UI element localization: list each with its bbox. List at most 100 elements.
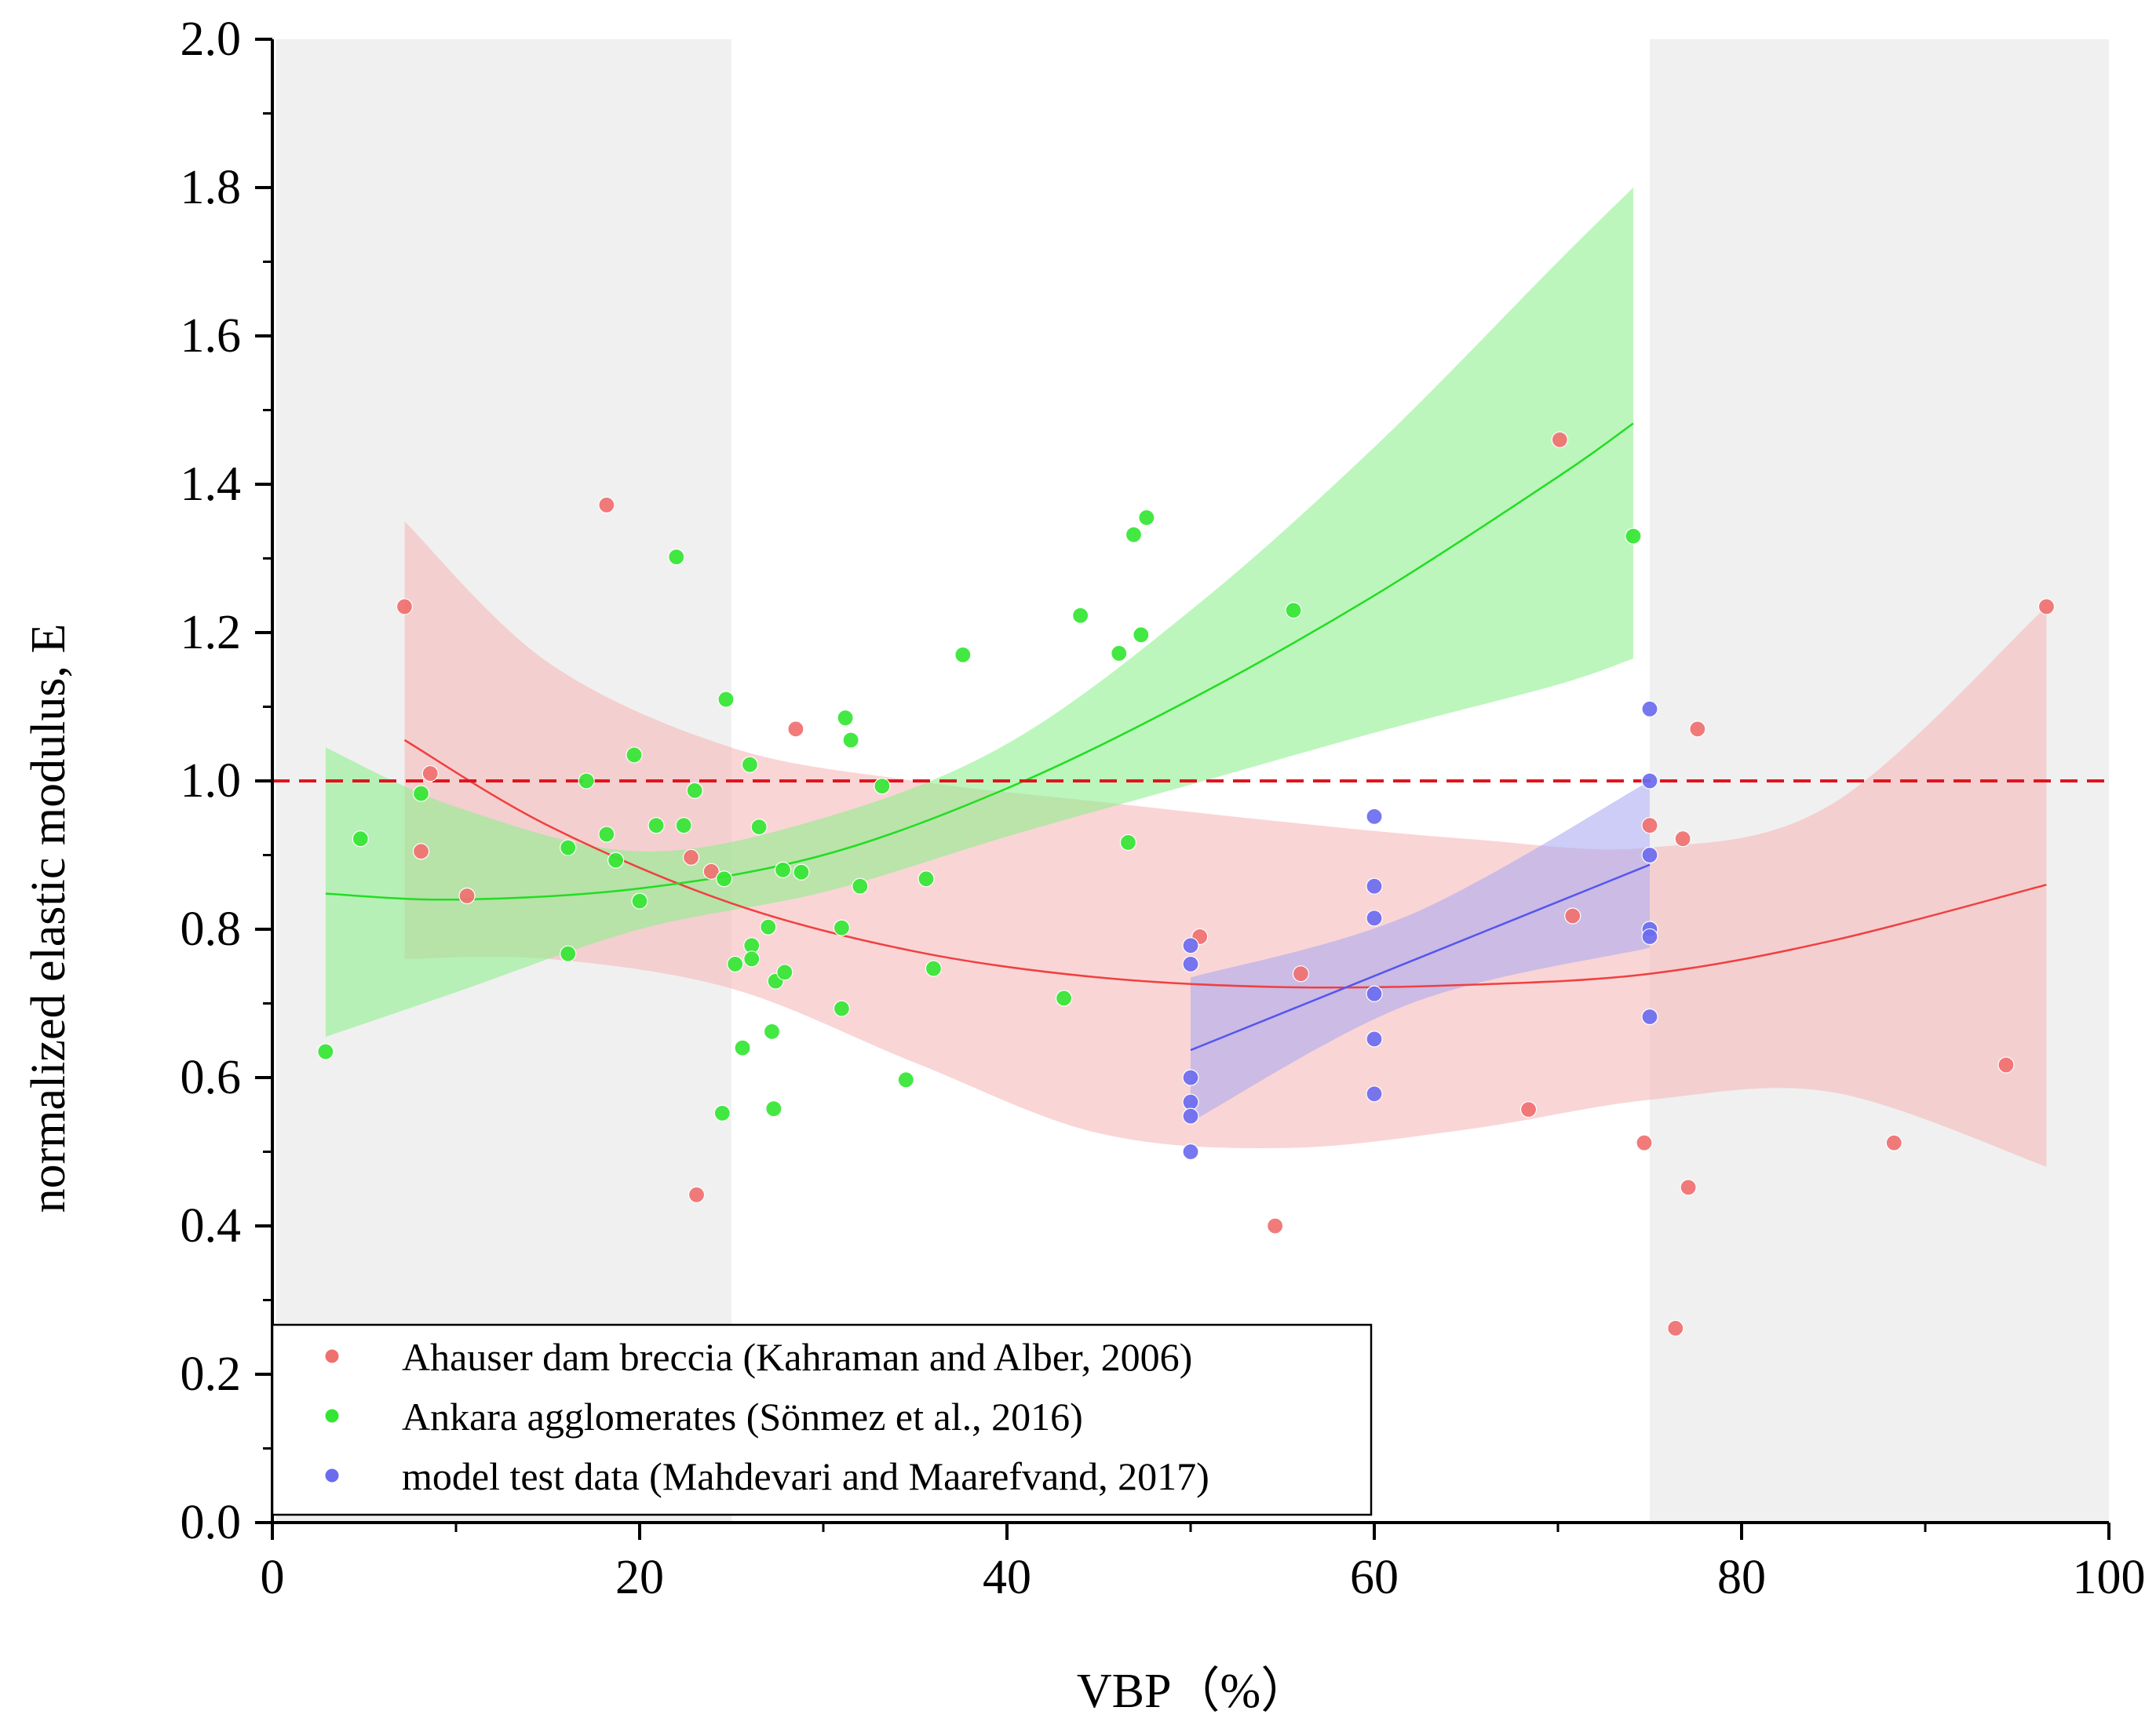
fit-line-1: [403, 739, 2047, 989]
x-axis-title: VBP（%）: [1077, 1665, 1309, 1718]
x-tick-label: 100: [2073, 1551, 2146, 1604]
data-point-s2-6: [578, 772, 595, 790]
y-tick-label: 1.0: [181, 754, 242, 808]
data-point-s2-23: [750, 818, 768, 836]
data-point-s1-11: [1267, 1217, 1284, 1235]
data-point-s2-47: [1138, 509, 1155, 527]
legend: Ahauser dam breccia (Kahraman and Alber,…: [271, 1323, 1373, 1516]
data-point-s1-1: [396, 598, 414, 615]
data-point-s1-16: [1636, 1134, 1653, 1151]
y-tick-label: 0.2: [181, 1348, 242, 1401]
x-tick-label: 0: [261, 1551, 285, 1604]
data-point-s3-3: [1182, 1069, 1199, 1086]
data-point-s1-22: [1885, 1134, 1902, 1151]
data-point-s2-1: [317, 1043, 334, 1060]
data-point-s2-18: [727, 955, 744, 973]
y-tick-label: 0.6: [181, 1051, 242, 1104]
confidence-band-2: [325, 188, 1633, 1037]
data-point-s2-35: [852, 877, 869, 895]
confidence-band-3: [1191, 781, 1650, 1122]
data-point-s2-36: [874, 778, 891, 795]
legend-marker-1: [324, 1348, 340, 1364]
y-tick-label: 0.0: [181, 1496, 242, 1549]
data-point-s1-18: [1667, 1319, 1684, 1337]
y-tick-label: 1.6: [181, 309, 242, 363]
data-point-s2-48: [1285, 602, 1302, 619]
axes: 0.0 0.2 0.4 0.6 0.8 1.0 1.2 1.4 1.6 1.8 2.0 0 20 40 60…: [181, 13, 2146, 1604]
x-tick-label: 80: [1717, 1551, 1766, 1604]
data-point-s1-5: [598, 496, 615, 514]
data-point-s1-9: [787, 720, 804, 738]
confidence-bands: [325, 188, 2047, 1167]
y-tick-label: 1.8: [181, 161, 242, 214]
legend-label-1: Ahauser dam breccia (Kahraman and Alber,…: [402, 1335, 1192, 1379]
data-point-s1-6: [682, 848, 700, 866]
data-point-s2-29: [776, 964, 793, 981]
data-point-s2-13: [675, 817, 692, 834]
legend-marker-3: [324, 1468, 340, 1483]
data-point-s2-12: [668, 549, 685, 566]
data-point-s2-49: [1625, 527, 1642, 545]
data-point-s3-10: [1366, 985, 1383, 1002]
data-point-s2-32: [833, 919, 851, 936]
data-point-s2-30: [793, 863, 810, 881]
data-point-s2-2: [352, 830, 369, 848]
data-points: [317, 431, 2056, 1337]
y-axis-title: normalized elastic modulus, E: [22, 624, 75, 1213]
data-point-s2-3: [412, 785, 430, 802]
data-point-s3-17: [1641, 928, 1658, 946]
data-point-s1-3: [421, 764, 439, 782]
data-point-s2-8: [607, 852, 625, 869]
data-point-s2-9: [626, 746, 643, 764]
data-point-s3-6: [1182, 1143, 1199, 1161]
data-point-s1-12: [1292, 965, 1310, 983]
data-point-s2-10: [631, 892, 648, 910]
data-point-s1-13: [1519, 1101, 1538, 1118]
data-point-s3-4: [1182, 1093, 1199, 1111]
data-point-s2-34: [842, 731, 859, 749]
data-point-s3-12: [1366, 1085, 1383, 1103]
data-point-s2-37: [897, 1071, 914, 1089]
data-point-s2-28: [774, 861, 792, 879]
data-point-s1-20: [1680, 1179, 1697, 1196]
data-point-s1-14: [1551, 431, 1568, 448]
data-point-s2-17: [717, 691, 735, 708]
data-point-s3-2: [1182, 955, 1199, 973]
data-point-s2-15: [713, 1104, 731, 1122]
data-point-s2-16: [716, 870, 733, 888]
data-point-s2-44: [1119, 833, 1137, 852]
data-point-s2-19: [734, 1039, 751, 1056]
data-point-s2-43: [1111, 644, 1128, 662]
data-point-s2-7: [598, 826, 615, 843]
data-point-s1-15: [1564, 907, 1581, 925]
fit-line-3: [1190, 863, 1651, 1052]
data-point-s3-1: [1182, 937, 1199, 954]
data-point-s2-40: [954, 646, 972, 663]
data-point-s2-46: [1133, 626, 1150, 644]
data-point-s1-21: [1689, 720, 1706, 738]
x-tick-label: 60: [1350, 1551, 1399, 1604]
data-point-s1-7: [688, 1186, 706, 1203]
data-point-s3-13: [1641, 700, 1658, 717]
legend-box: [271, 1323, 1373, 1516]
data-point-s3-15: [1641, 846, 1658, 864]
data-point-s3-18: [1641, 1008, 1658, 1026]
data-point-s1-19: [1674, 830, 1691, 848]
data-point-s2-5: [560, 945, 577, 962]
legend-label-2: Ankara agglomerates (Sönmez et al., 2016…: [402, 1395, 1083, 1439]
data-point-s2-20: [741, 756, 759, 773]
data-point-s2-11: [648, 817, 665, 834]
y-tick-label: 1.2: [181, 606, 242, 659]
data-point-s3-11: [1366, 1030, 1383, 1048]
x-tick-label: 20: [615, 1551, 664, 1604]
fit-line-2: [325, 422, 1634, 901]
confidence-band-1: [404, 521, 2047, 1167]
y-tick-label: 0.8: [181, 903, 242, 956]
data-point-s2-26: [765, 1100, 783, 1118]
x-tick-label: 40: [983, 1551, 1031, 1604]
data-point-s2-22: [743, 950, 761, 968]
fit-lines: [325, 422, 2047, 1052]
data-point-s3-5: [1182, 1107, 1199, 1125]
data-point-s2-24: [760, 918, 777, 936]
